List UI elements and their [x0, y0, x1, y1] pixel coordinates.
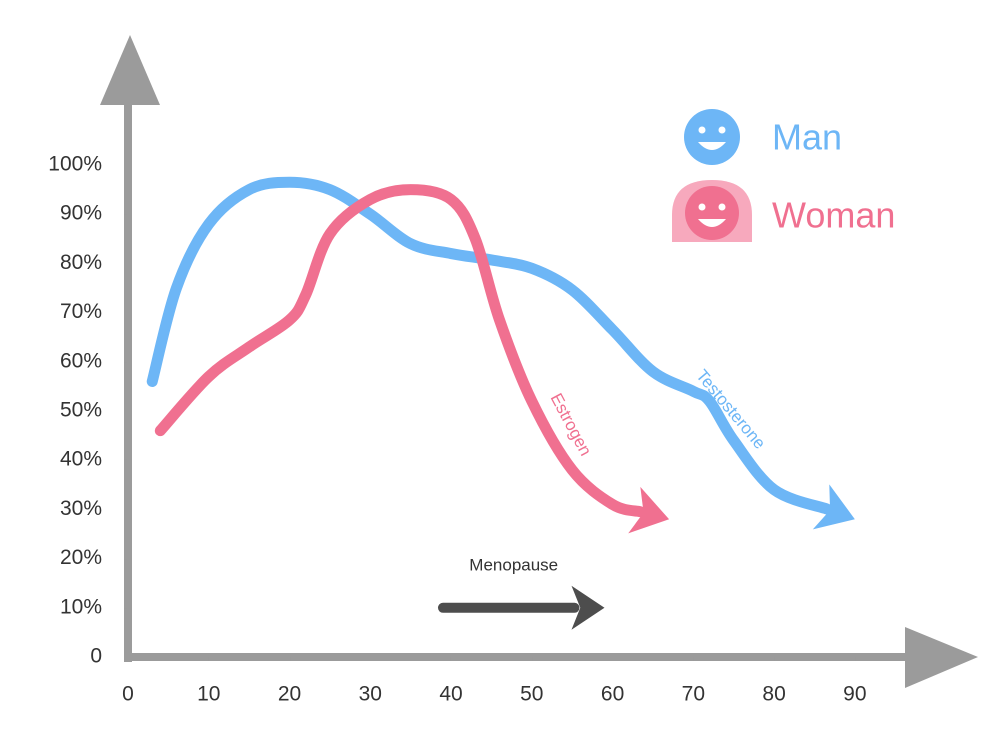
- y-tick-label: 60%: [60, 349, 102, 372]
- x-tick-label: 10: [197, 683, 220, 706]
- annotation-label: Menopause: [469, 555, 558, 574]
- x-tick-label: 60: [601, 683, 624, 706]
- series-line: [146, 176, 833, 515]
- man-icon: [684, 109, 740, 165]
- y-tick-label: 0: [90, 645, 102, 668]
- y-tick-label: 10%: [60, 595, 102, 618]
- series-arrowhead: [628, 486, 670, 534]
- series-arrowhead: [812, 484, 855, 530]
- x-tick-label: 70: [682, 683, 705, 706]
- y-tick-label: 70%: [60, 300, 102, 323]
- x-tick-label: 90: [843, 683, 866, 706]
- y-axis-arrow: [100, 35, 160, 105]
- x-tick-label: 20: [278, 683, 301, 706]
- x-tick-label: 80: [762, 683, 785, 706]
- y-tick-label: 20%: [60, 546, 102, 569]
- x-axis-arrow: [905, 627, 978, 688]
- woman-icon: [672, 180, 752, 242]
- y-tick-label: 90%: [60, 202, 102, 225]
- legend-label: Woman: [772, 195, 895, 236]
- series-line: [154, 184, 646, 518]
- y-tick-label: 100%: [48, 153, 102, 176]
- y-tick-label: 30%: [60, 497, 102, 520]
- x-tick-label: 0: [122, 683, 134, 706]
- y-tick-label: 40%: [60, 448, 102, 471]
- y-tick-label: 80%: [60, 251, 102, 274]
- x-tick-label: 30: [359, 683, 382, 706]
- legend-label: Man: [772, 117, 842, 158]
- annotation-arrowhead: [571, 585, 605, 630]
- x-tick-label: 50: [520, 683, 543, 706]
- y-tick-label: 50%: [60, 399, 102, 422]
- x-tick-label: 40: [439, 683, 462, 706]
